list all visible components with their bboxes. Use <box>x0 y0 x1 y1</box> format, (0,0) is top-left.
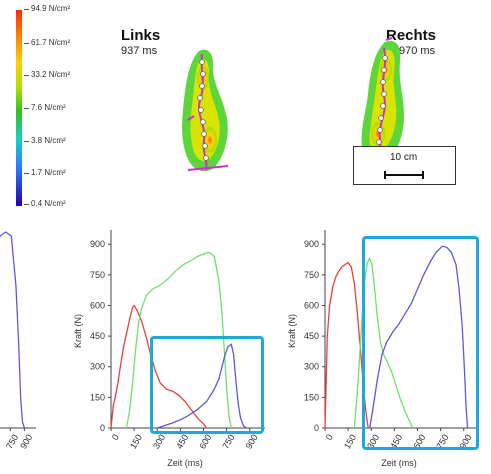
x-tick-label: 150 <box>128 433 144 451</box>
x-tick-label: 150 <box>342 433 358 451</box>
y-tick-label: 450 <box>90 331 105 341</box>
x-tick-label: 600 <box>197 433 213 451</box>
series-line-blue <box>0 231 26 429</box>
left-foot-axis-line <box>187 165 229 171</box>
series-line-blue <box>157 343 248 429</box>
x-tick-label: 900 <box>244 433 260 451</box>
left-foot-trace-points <box>197 59 209 161</box>
legend-label-max: 94.9 N/cm² <box>23 4 71 13</box>
y-tick-label: 750 <box>304 270 319 280</box>
y-tick-label: 600 <box>90 300 105 310</box>
left-foot-hotspot <box>203 127 217 153</box>
x-tick-label: 0 <box>324 433 335 442</box>
series-line-green <box>125 251 232 429</box>
legend-label: 33.2 N/cm² <box>23 70 71 79</box>
x-tick-label: 300 <box>151 433 167 451</box>
y-tick-label: 150 <box>90 392 105 402</box>
right-foot-axis-line <box>385 37 393 41</box>
left-foot-axis-line <box>187 115 195 121</box>
right-foot-title: Rechts <box>386 27 437 44</box>
y-tick-label: 900 <box>90 239 105 249</box>
y-tick-label: 300 <box>304 362 319 372</box>
legend-gradient-bar <box>16 10 22 206</box>
highlight-box-right-chart <box>362 236 479 450</box>
scale-bar <box>384 171 424 179</box>
left-foot-time: 937 ms <box>121 45 158 57</box>
force-time-chart-left: 0 150 300 450 600 750 900 0 150 300 450 600 750 900 Kr… <box>73 230 265 468</box>
legend-label: 7.6 N/cm² <box>24 103 66 112</box>
x-axis-label: Zeit (ms) <box>381 458 417 468</box>
right-foot-pressure-map <box>361 37 404 169</box>
x-tick-label: 750 <box>220 433 236 451</box>
y-tick-label: 900 <box>304 239 319 249</box>
y-axis-label: Kraft (N) <box>73 314 83 348</box>
y-tick-label: 300 <box>90 362 105 372</box>
left-foot-title: Links <box>121 27 161 44</box>
x-tick-label: 750 <box>4 433 20 451</box>
right-foot-time: 970 ms <box>399 45 436 57</box>
y-tick-label: 600 <box>304 300 319 310</box>
scale-label: 10 cm <box>390 152 418 163</box>
legend-label: 1.7 N/cm² <box>24 168 66 177</box>
foot-pressure-maps <box>182 37 404 172</box>
scale-indicator: 10 cm <box>353 146 456 185</box>
left-foot-pressure-map <box>182 49 229 172</box>
y-tick-label: 0 <box>100 423 105 433</box>
x-tick-label: 450 <box>174 433 190 451</box>
y-tick-label: 750 <box>90 270 105 280</box>
legend-label: 3.8 N/cm² <box>24 136 66 145</box>
y-tick-label: 150 <box>304 392 319 402</box>
y-tick-label: 0 <box>314 423 319 433</box>
series-line-red <box>110 304 208 429</box>
x-tick-label: 0 <box>110 433 121 442</box>
highlight-box-left-chart <box>150 336 264 434</box>
y-axis-label: Kraft (N) <box>287 314 297 348</box>
legend-label-min: 0.4 N/cm² <box>24 199 66 208</box>
x-tick-label: 900 <box>18 433 34 451</box>
legend-label: 61.7 N/cm² <box>23 38 71 47</box>
x-axis-label: Zeit (ms) <box>167 458 203 468</box>
series-line-blue <box>369 245 469 429</box>
y-tick-label: 450 <box>304 331 319 341</box>
